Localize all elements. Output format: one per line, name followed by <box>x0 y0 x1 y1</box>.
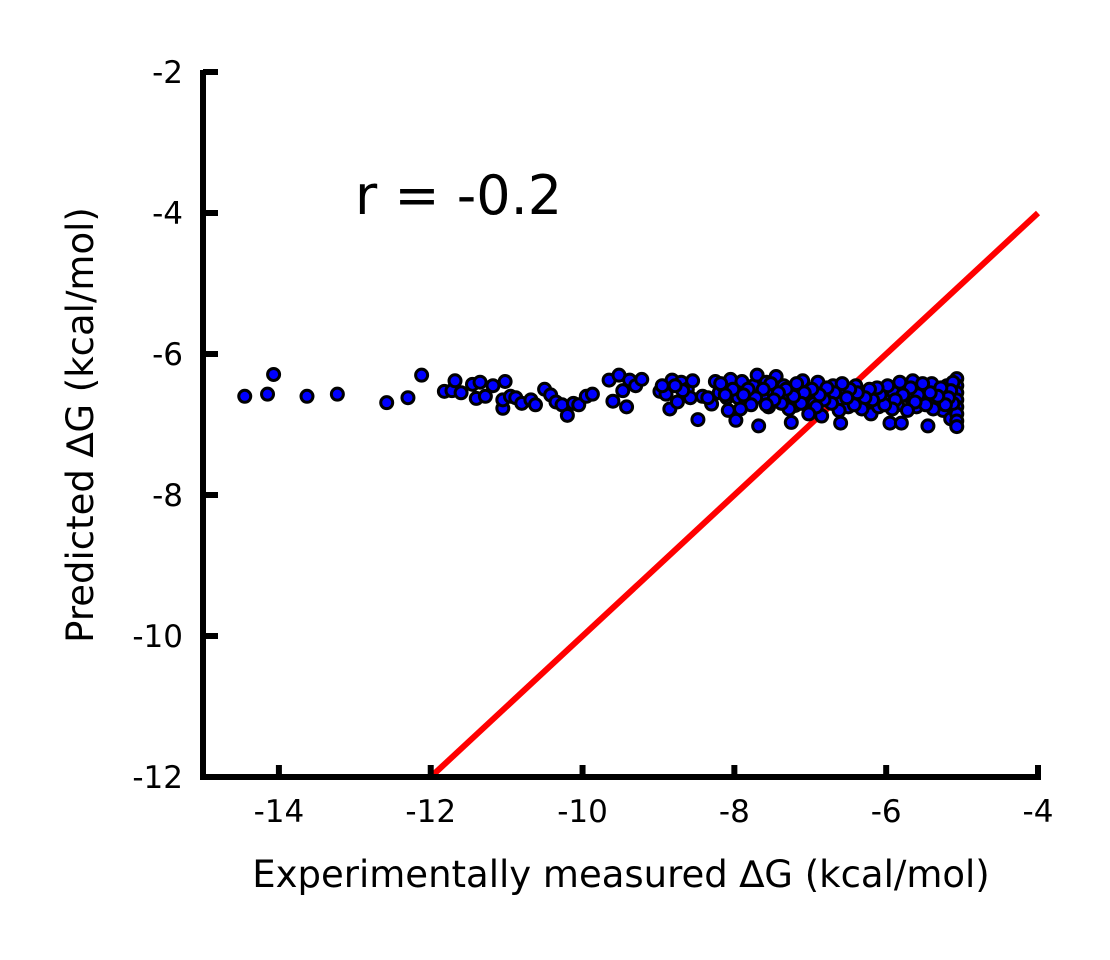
data-point <box>839 390 855 406</box>
y-tick-label: -12 <box>132 760 183 796</box>
data-point <box>559 407 575 423</box>
y-tick-label: -4 <box>152 196 183 232</box>
y-tick-label: -6 <box>152 337 183 373</box>
data-point <box>892 374 908 390</box>
y-axis-label: Predicted ∆G (kcal/mol) <box>59 207 102 643</box>
x-axis-label: Experimentally measured ∆G (kcal/mol) <box>252 853 990 896</box>
data-point <box>920 418 936 434</box>
data-point <box>783 414 799 430</box>
x-tick-label: -14 <box>254 794 305 830</box>
data-point <box>949 419 965 435</box>
data-point <box>497 373 513 389</box>
reference-line <box>428 210 1041 780</box>
data-point <box>700 390 716 406</box>
data-point <box>834 376 850 392</box>
data-point <box>654 378 670 394</box>
x-tick-label: -4 <box>1023 794 1054 830</box>
axes-layer <box>200 70 1041 780</box>
data-point <box>299 388 315 404</box>
data-point <box>447 373 463 389</box>
data-point <box>266 366 282 382</box>
points-layer <box>237 366 965 435</box>
reference-line-layer <box>428 210 1041 780</box>
x-tick-label: -10 <box>557 794 608 830</box>
data-point <box>634 371 650 387</box>
data-point <box>713 376 729 392</box>
data-point <box>400 390 416 406</box>
data-point <box>720 402 736 418</box>
data-point <box>453 385 469 401</box>
x-tick-label: -6 <box>871 794 902 830</box>
data-point <box>615 383 631 399</box>
y-tick-label: -2 <box>152 55 183 91</box>
data-point <box>893 415 909 431</box>
data-point <box>527 397 543 413</box>
data-point <box>833 415 849 431</box>
data-point <box>751 418 767 434</box>
data-point <box>472 374 488 390</box>
y-tick-label: -10 <box>132 619 183 655</box>
x-tick-label: -12 <box>405 794 456 830</box>
data-point <box>605 393 621 409</box>
data-point <box>260 386 276 402</box>
x-tick-label: -8 <box>719 794 750 830</box>
data-point <box>758 397 774 413</box>
data-point <box>690 412 706 428</box>
data-point <box>685 373 701 389</box>
data-point <box>619 399 635 415</box>
data-point <box>485 378 501 394</box>
data-point <box>237 388 253 404</box>
data-point <box>667 378 683 394</box>
data-point <box>801 406 817 422</box>
data-point <box>584 386 600 402</box>
ticks-layer: -14 -12 -10 -8 -6 -4 -12 -10 -8 -6 -4 -2 <box>132 55 1053 830</box>
data-point <box>732 401 748 417</box>
data-point <box>477 388 493 404</box>
data-point <box>329 386 345 402</box>
correlation-annotation: r = -0.2 <box>355 164 562 227</box>
data-point <box>414 367 430 383</box>
data-point <box>379 395 395 411</box>
data-point <box>899 402 915 418</box>
y-tick-label: -8 <box>152 478 183 514</box>
